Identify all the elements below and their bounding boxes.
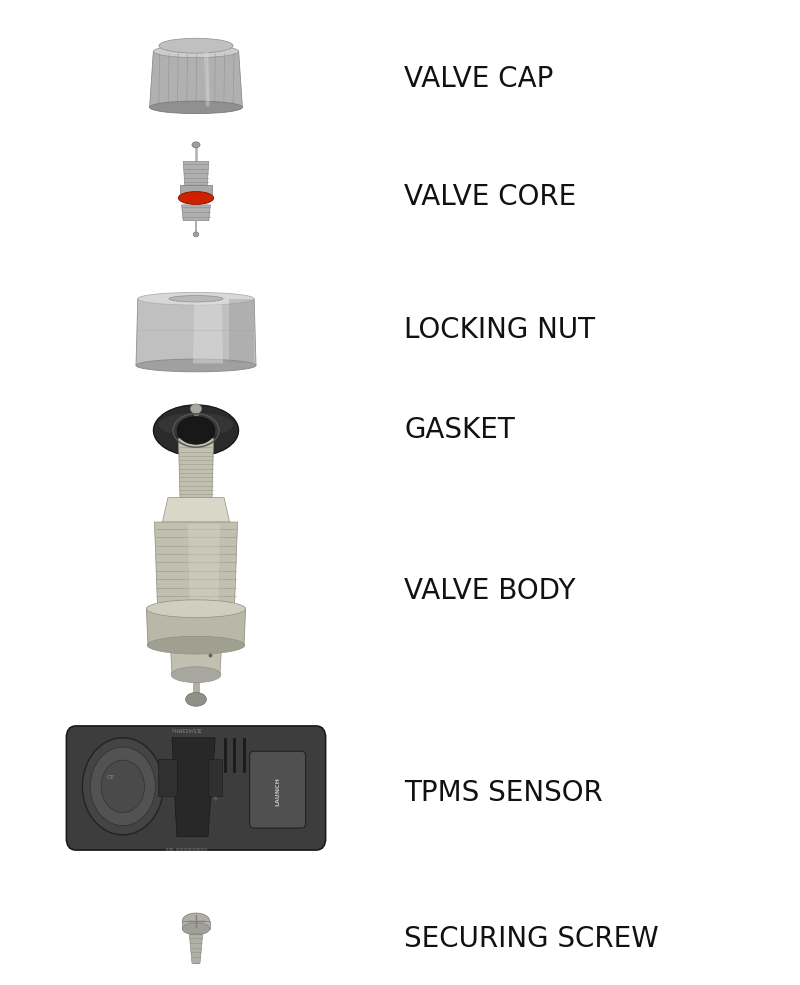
- Polygon shape: [150, 51, 242, 107]
- Ellipse shape: [178, 191, 214, 205]
- Text: VALVE CORE: VALVE CORE: [404, 183, 576, 211]
- Ellipse shape: [182, 913, 210, 929]
- Polygon shape: [182, 921, 210, 929]
- Ellipse shape: [182, 923, 210, 935]
- Ellipse shape: [171, 667, 221, 683]
- Polygon shape: [180, 185, 212, 194]
- Ellipse shape: [154, 45, 238, 58]
- Polygon shape: [170, 645, 222, 675]
- Ellipse shape: [194, 231, 199, 236]
- Text: VALVE BODY: VALVE BODY: [404, 577, 575, 605]
- Ellipse shape: [82, 738, 163, 835]
- Polygon shape: [178, 438, 214, 497]
- Text: CE: CE: [106, 775, 115, 780]
- Ellipse shape: [186, 692, 206, 706]
- Polygon shape: [189, 929, 203, 963]
- Polygon shape: [146, 609, 246, 645]
- Polygon shape: [208, 758, 222, 796]
- Polygon shape: [193, 300, 223, 363]
- Polygon shape: [158, 758, 177, 796]
- FancyBboxPatch shape: [250, 752, 306, 828]
- Ellipse shape: [136, 360, 256, 371]
- Ellipse shape: [178, 417, 214, 444]
- Ellipse shape: [138, 293, 254, 305]
- Text: GASKET: GASKET: [404, 417, 514, 444]
- FancyBboxPatch shape: [66, 726, 326, 850]
- Polygon shape: [188, 524, 220, 607]
- Ellipse shape: [169, 296, 223, 302]
- Text: 315/433MHz: 315/433MHz: [171, 726, 202, 731]
- Ellipse shape: [154, 405, 238, 456]
- Text: LOCKING NUT: LOCKING NUT: [404, 316, 595, 344]
- Polygon shape: [229, 298, 254, 363]
- Ellipse shape: [101, 760, 145, 813]
- Text: SECURING SCREW: SECURING SCREW: [404, 925, 658, 952]
- Ellipse shape: [158, 413, 234, 436]
- Polygon shape: [172, 738, 215, 836]
- Polygon shape: [182, 205, 210, 221]
- Polygon shape: [162, 497, 230, 522]
- Ellipse shape: [150, 101, 242, 113]
- Polygon shape: [183, 162, 209, 185]
- Ellipse shape: [90, 747, 155, 825]
- Ellipse shape: [147, 636, 245, 654]
- Ellipse shape: [190, 404, 202, 414]
- Ellipse shape: [159, 38, 233, 53]
- Polygon shape: [154, 522, 238, 609]
- Text: VALVE CAP: VALVE CAP: [404, 65, 554, 93]
- Text: LAUNCH: LAUNCH: [275, 777, 280, 806]
- Ellipse shape: [146, 600, 246, 618]
- Text: S/N: 000000000000: S/N: 000000000000: [166, 848, 207, 852]
- Text: TPMS SENSOR: TPMS SENSOR: [404, 779, 602, 807]
- Polygon shape: [136, 298, 256, 365]
- Ellipse shape: [192, 142, 200, 148]
